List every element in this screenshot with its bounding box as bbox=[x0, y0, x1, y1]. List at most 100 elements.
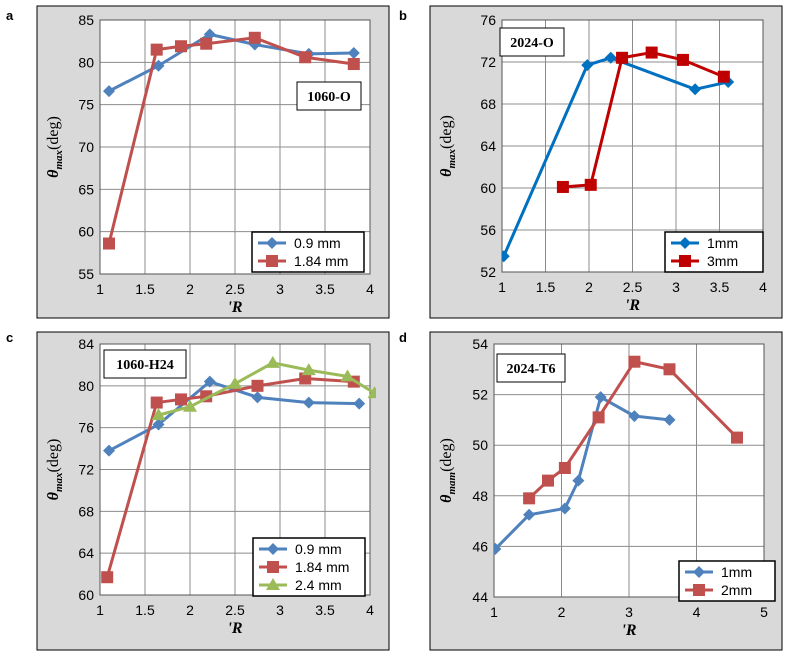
chart-a-y-tick-label: 85 bbox=[78, 12, 94, 28]
chart-a-legend-marker bbox=[266, 255, 278, 267]
chart-d-material-tag-box bbox=[496, 353, 566, 383]
chart-c-legend-marker bbox=[267, 561, 279, 573]
chart-b-material-tag-box bbox=[499, 27, 565, 57]
chart-a-x-tick-label: 4 bbox=[366, 281, 374, 297]
chart-a-y-tick-label: 65 bbox=[78, 181, 94, 197]
chart-d-data-point bbox=[558, 461, 571, 474]
chart-a-legend-entry: 1.84 mm bbox=[294, 253, 348, 269]
chart-c-x-tick-label: 1.5 bbox=[135, 602, 155, 618]
chart-c-data-point bbox=[340, 369, 355, 382]
chart-a-x-axis-label: 'R bbox=[227, 299, 242, 316]
chart-c-data-point bbox=[265, 355, 280, 368]
chart-d-data-point bbox=[628, 410, 641, 423]
panel-letter-d: d bbox=[399, 330, 407, 345]
chart-d-x-tick-label: 2 bbox=[558, 604, 566, 620]
chart-d-x-axis-label: 'R bbox=[621, 622, 636, 639]
chart-b-x-axis-label: 'R bbox=[625, 297, 640, 314]
chart-d-y-tick-label: 52 bbox=[472, 387, 488, 403]
chart-b-data-point bbox=[581, 59, 594, 72]
chart-b-plot-border bbox=[501, 19, 764, 273]
chart-d-y-tick-label: 54 bbox=[472, 336, 488, 352]
chart-c-x-tick-label: 1 bbox=[96, 602, 104, 618]
chart-panel-b: b 1 1.5 2 2.5 3 3.5 4 52 56 60 64 68 72 76 'R θmax(deg) 2… bbox=[393, 0, 786, 326]
chart-b-x-tick-label: 3.5 bbox=[710, 279, 730, 295]
chart-b-y-tick-label: 68 bbox=[480, 96, 496, 112]
chart-a-series-1 bbox=[103, 31, 360, 250]
chart-b-svg: b 1 1.5 2 2.5 3 3.5 4 52 56 60 64 68 72 76 'R θmax(deg) 2… bbox=[399, 5, 783, 319]
chart-c-x-tick-label: 4 bbox=[366, 602, 374, 618]
chart-d-data-point bbox=[558, 502, 571, 515]
chart-c-y-tick-label: 60 bbox=[78, 587, 94, 603]
chart-a-y-tick-label: 60 bbox=[78, 224, 94, 240]
chart-a-legend-marker bbox=[266, 237, 278, 249]
chart-c-y-tick-label: 84 bbox=[78, 336, 94, 352]
chart-d-y-axis-label: θmam(deg) bbox=[438, 438, 458, 503]
chart-b-y-tick-label: 76 bbox=[480, 12, 496, 28]
chart-b-y-tick-label: 56 bbox=[480, 222, 496, 238]
chart-panel-d: d 1 2 3 4 5 44 46 48 50 52 54 'R θmam(deg) 2024-T6 1mm 2… bbox=[393, 326, 786, 655]
chart-d-data-point bbox=[523, 508, 536, 521]
chart-d-data-point bbox=[731, 431, 743, 444]
chart-c-y-tick-label: 72 bbox=[78, 462, 94, 478]
chart-a-x-tick-label: 3 bbox=[276, 281, 284, 297]
chart-d-data-point bbox=[494, 542, 502, 555]
chart-b-x-tick-label: 4 bbox=[759, 279, 767, 295]
chart-c-legend-entry: 0.9 mm bbox=[295, 541, 342, 557]
chart-c-legend-marker bbox=[266, 578, 280, 590]
chart-c-y-axis-label: θmax(deg) bbox=[45, 439, 65, 501]
chart-d-data-point bbox=[663, 413, 676, 426]
chart-c-x-tick-label: 3.5 bbox=[315, 602, 335, 618]
chart-d-x-tick-label: 1 bbox=[490, 604, 498, 620]
chart-b-data-point bbox=[604, 51, 617, 64]
chart-a-data-point bbox=[203, 28, 216, 41]
chart-c-data-point bbox=[301, 363, 316, 376]
chart-d-series-0 bbox=[494, 391, 676, 555]
chart-b-data-point bbox=[616, 51, 629, 64]
chart-a-data-point bbox=[175, 40, 187, 53]
chart-d-series-1 bbox=[523, 355, 743, 505]
chart-b-x-tick-label: 1 bbox=[498, 279, 506, 295]
chart-d-legend-marker bbox=[693, 566, 705, 578]
chart-b-series-1 bbox=[556, 46, 730, 193]
chart-d-svg: d 1 2 3 4 5 44 46 48 50 52 54 'R θmam(deg) 2024-T6 1mm 2… bbox=[399, 330, 783, 651]
chart-a-data-point bbox=[347, 47, 360, 60]
chart-b-y-tick-label: 52 bbox=[480, 264, 496, 280]
chart-a-y-tick-label: 80 bbox=[78, 54, 94, 70]
chart-c-x-tick-label: 2.5 bbox=[225, 602, 245, 618]
chart-b-data-point bbox=[502, 250, 510, 263]
chart-b-x-tick-label: 2.5 bbox=[623, 279, 643, 295]
chart-b-data-point bbox=[676, 53, 689, 66]
chart-b-material-tag: 2024-O bbox=[510, 36, 554, 51]
chart-c-x-tick-label: 2 bbox=[186, 602, 194, 618]
chart-c-data-point bbox=[175, 393, 187, 406]
chart-c-data-point bbox=[228, 376, 242, 389]
chart-a-data-point bbox=[152, 59, 165, 72]
chart-a-x-tick-label: 2.5 bbox=[225, 281, 245, 297]
chart-a-x-tick-label: 3.5 bbox=[315, 281, 335, 297]
chart-b-data-point bbox=[689, 83, 702, 96]
chart-panel-a: a 1 1.5 2 2.5 3 3.5 4 55 60 65 70 75 80 85 'R θmax(deg) 1… bbox=[0, 0, 393, 326]
chart-c-legend-entry: 1.84 mm bbox=[295, 559, 349, 575]
chart-b-y-axis-label: θmax(deg) bbox=[438, 115, 458, 177]
chart-a-x-tick-label: 1.5 bbox=[135, 281, 155, 297]
chart-b-data-point bbox=[645, 46, 658, 59]
panel-letter-a: a bbox=[6, 8, 14, 23]
chart-d-x-tick-label: 4 bbox=[693, 604, 701, 620]
chart-c-legend-entry: 2.4 mm bbox=[295, 577, 342, 593]
chart-b-data-point bbox=[717, 70, 730, 83]
chart-b-data-point bbox=[556, 180, 569, 193]
chart-c-x-tick-label: 3 bbox=[276, 602, 284, 618]
chart-d-y-tick-label: 46 bbox=[472, 538, 488, 554]
chart-c-data-point bbox=[367, 386, 376, 399]
chart-c-data-point bbox=[299, 372, 312, 385]
chart-d-y-tick-label: 48 bbox=[472, 488, 488, 504]
chart-b-x-tick-label: 3 bbox=[672, 279, 680, 295]
chart-b-y-tick-label: 64 bbox=[480, 138, 496, 154]
chart-c-series-1 bbox=[101, 372, 360, 584]
chart-d-y-tick-label: 50 bbox=[472, 437, 488, 453]
chart-d-x-tick-label: 3 bbox=[625, 604, 633, 620]
chart-b-x-tick-label: 1.5 bbox=[536, 279, 556, 295]
chart-b-legend-marker bbox=[679, 255, 691, 267]
chart-c-data-point bbox=[151, 408, 166, 421]
chart-d-data-point bbox=[572, 474, 585, 487]
